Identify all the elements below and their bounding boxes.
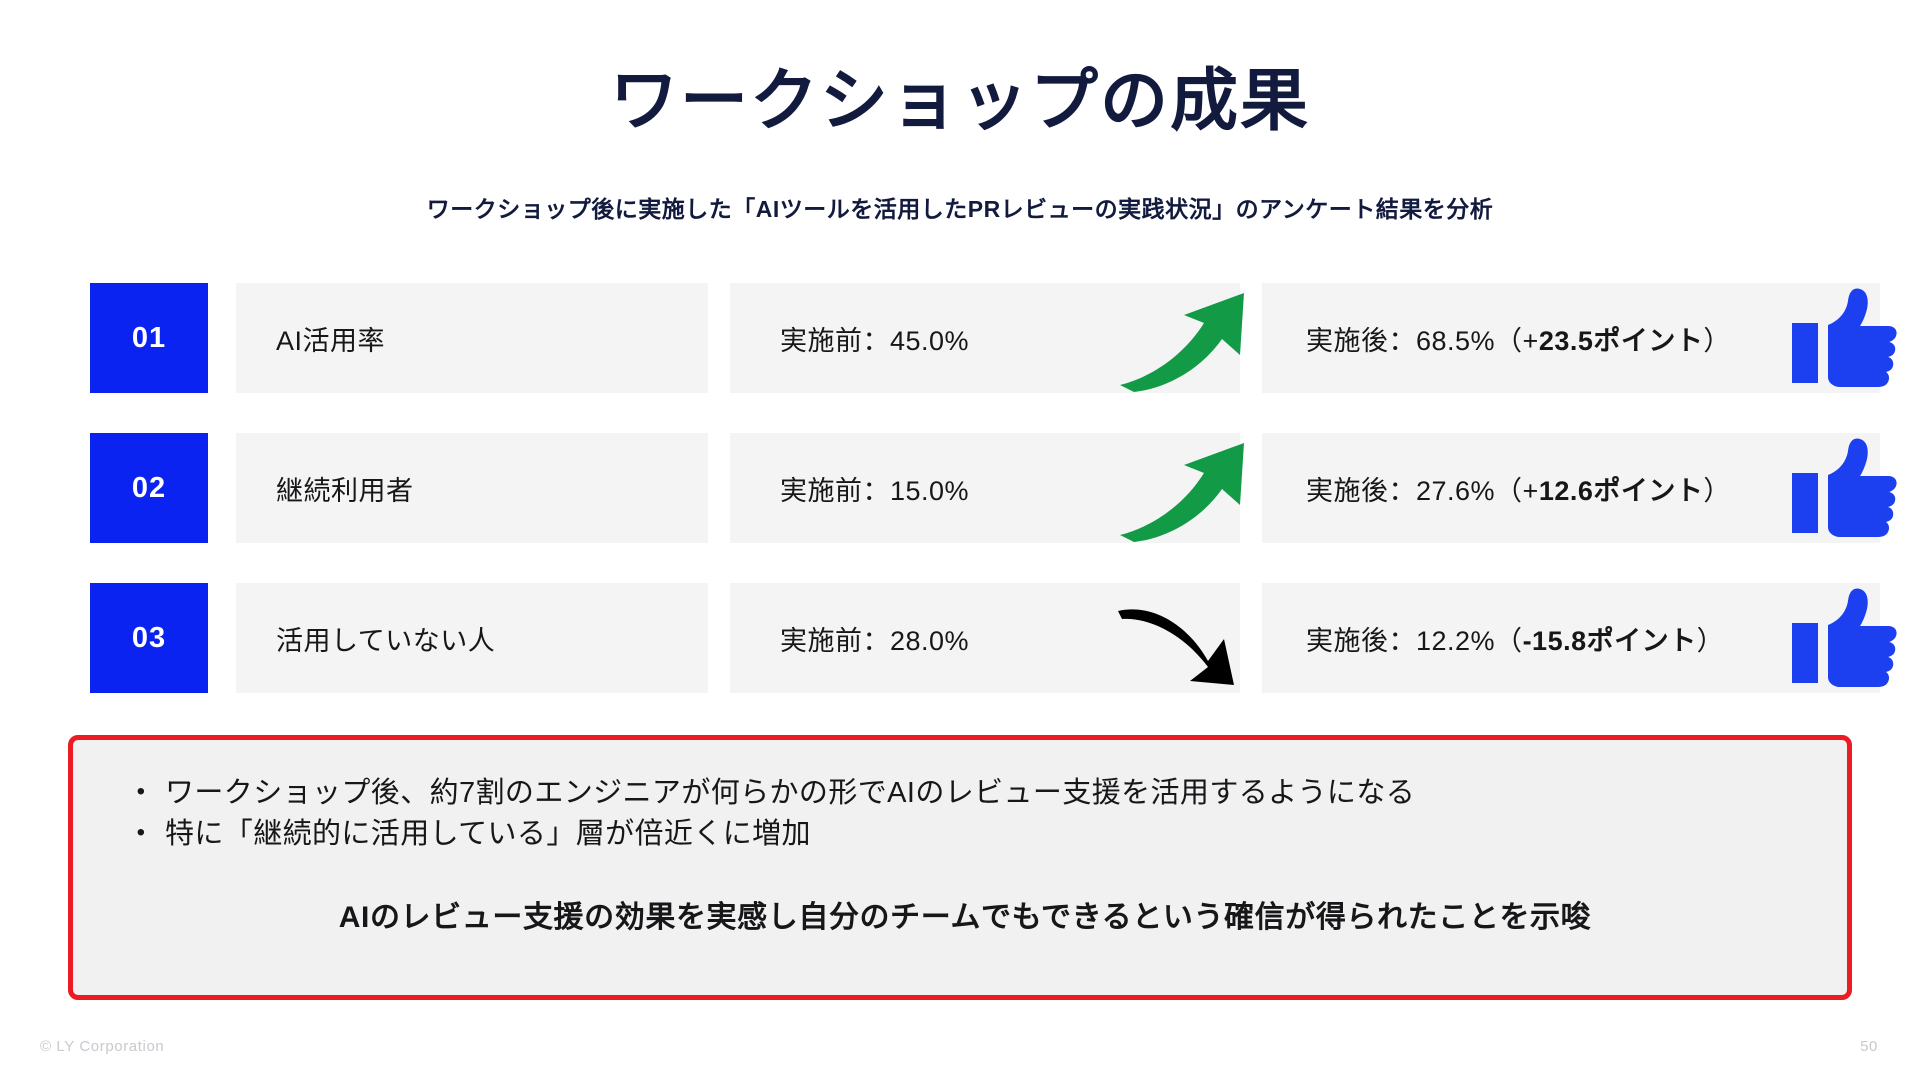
bullet-text: ワークショップ後、約7割のエンジニアが何らかの形でAIのレビュー支援を活用するよ… bbox=[165, 777, 1416, 809]
metric-after-panel: 実施後：12.2%（-15.8ポイント） bbox=[1262, 583, 1880, 693]
bullet-marker-icon: • bbox=[136, 819, 146, 847]
metric-number-badge: 03 bbox=[90, 583, 208, 693]
metric-before-panel: 実施前：15.0% bbox=[730, 433, 1240, 543]
list-item: • ワークショップ後、約7割のエンジニアが何らかの形でAIのレビュー支援を活用す… bbox=[117, 773, 1817, 814]
page-subtitle: ワークショップ後に実施した「AIツールを活用したPRレビューの実践状況」のアンケ… bbox=[426, 196, 1494, 222]
summary-conclusion: AIのレビュー支援の効果を実感し自分のチームでもできるという確信が得られたことを… bbox=[338, 901, 1592, 934]
page-title: ワークショップの成果 bbox=[609, 63, 1310, 139]
metric-before-value: 実施前：45.0% bbox=[780, 325, 970, 356]
metric-after-prefix: 実施後：27.6%（+ bbox=[1306, 475, 1539, 506]
metric-number-badge: 02 bbox=[90, 433, 208, 543]
metric-after-suffix: ） bbox=[1703, 475, 1731, 506]
list-item: • 特に「継続的に活用している」層が倍近くに増加 bbox=[117, 814, 1817, 855]
metric-after-panel: 実施後：68.5%（+23.5ポイント） bbox=[1262, 283, 1880, 393]
metric-after-suffix: ） bbox=[1696, 625, 1725, 656]
metric-label-panel: 継続利用者 bbox=[236, 433, 708, 543]
metric-row: 02 継続利用者 実施前：15.0% 実施後：27.6%（+12.6ポイント） bbox=[90, 433, 1897, 543]
summary-bullet-list: • ワークショップ後、約7割のエンジニアが何らかの形でAIのレビュー支援を活用す… bbox=[117, 773, 1817, 855]
metric-before-value: 実施前：28.0% bbox=[780, 625, 970, 656]
metric-delta: -15.8ポイント bbox=[1522, 625, 1697, 656]
metric-after-value: 実施後：12.2%（-15.8ポイント） bbox=[1306, 619, 1724, 658]
metric-after-value: 実施後：68.5%（+23.5ポイント） bbox=[1306, 319, 1731, 358]
thumbs-up-icon bbox=[1792, 588, 1897, 687]
metric-label-panel: AI活用率 bbox=[236, 283, 708, 393]
metric-row: 01 AI活用率 実施前：45.0% 実施後：68.5%（+23.5ポイント） bbox=[90, 283, 1897, 393]
metric-after-prefix: 実施後：12.2%（ bbox=[1306, 625, 1523, 656]
summary-callout: • ワークショップ後、約7割のエンジニアが何らかの形でAIのレビュー支援を活用す… bbox=[68, 735, 1852, 1000]
metric-label: 継続利用者 bbox=[276, 475, 414, 506]
footer-copyright: © LY Corporation bbox=[40, 1038, 165, 1055]
metrics-list: 01 AI活用率 実施前：45.0% 実施後：68.5%（+23.5ポイント） … bbox=[90, 283, 1897, 733]
bullet-marker-icon: • bbox=[136, 778, 146, 805]
metric-after-panel: 実施後：27.6%（+12.6ポイント） bbox=[1262, 433, 1880, 543]
metric-number-badge: 01 bbox=[90, 283, 208, 393]
metric-label: 活用していない人 bbox=[276, 625, 496, 656]
metric-before-panel: 実施前：45.0% bbox=[730, 283, 1240, 393]
metric-label-panel: 活用していない人 bbox=[236, 583, 708, 693]
metric-row: 03 活用していない人 実施前：28.0% 実施後：12.2%（-15.8ポイン… bbox=[90, 583, 1897, 693]
bullet-text: 特に「継続的に活用している」層が倍近くに増加 bbox=[165, 818, 811, 851]
metric-after-prefix: 実施後：68.5%（+ bbox=[1306, 325, 1539, 356]
metric-before-value: 実施前：15.0% bbox=[780, 475, 970, 506]
metric-delta: 23.5ポイント bbox=[1538, 325, 1704, 356]
metric-delta: 12.6ポイント bbox=[1538, 475, 1704, 506]
metric-after-suffix: ） bbox=[1703, 325, 1731, 356]
footer-page-number: 50 bbox=[1860, 1038, 1878, 1055]
thumbs-up-icon bbox=[1792, 438, 1897, 537]
metric-label: AI活用率 bbox=[276, 325, 386, 356]
metric-after-value: 実施後：27.6%（+12.6ポイント） bbox=[1306, 469, 1731, 508]
thumbs-up-icon bbox=[1792, 288, 1897, 387]
metric-before-panel: 実施前：28.0% bbox=[730, 583, 1240, 693]
